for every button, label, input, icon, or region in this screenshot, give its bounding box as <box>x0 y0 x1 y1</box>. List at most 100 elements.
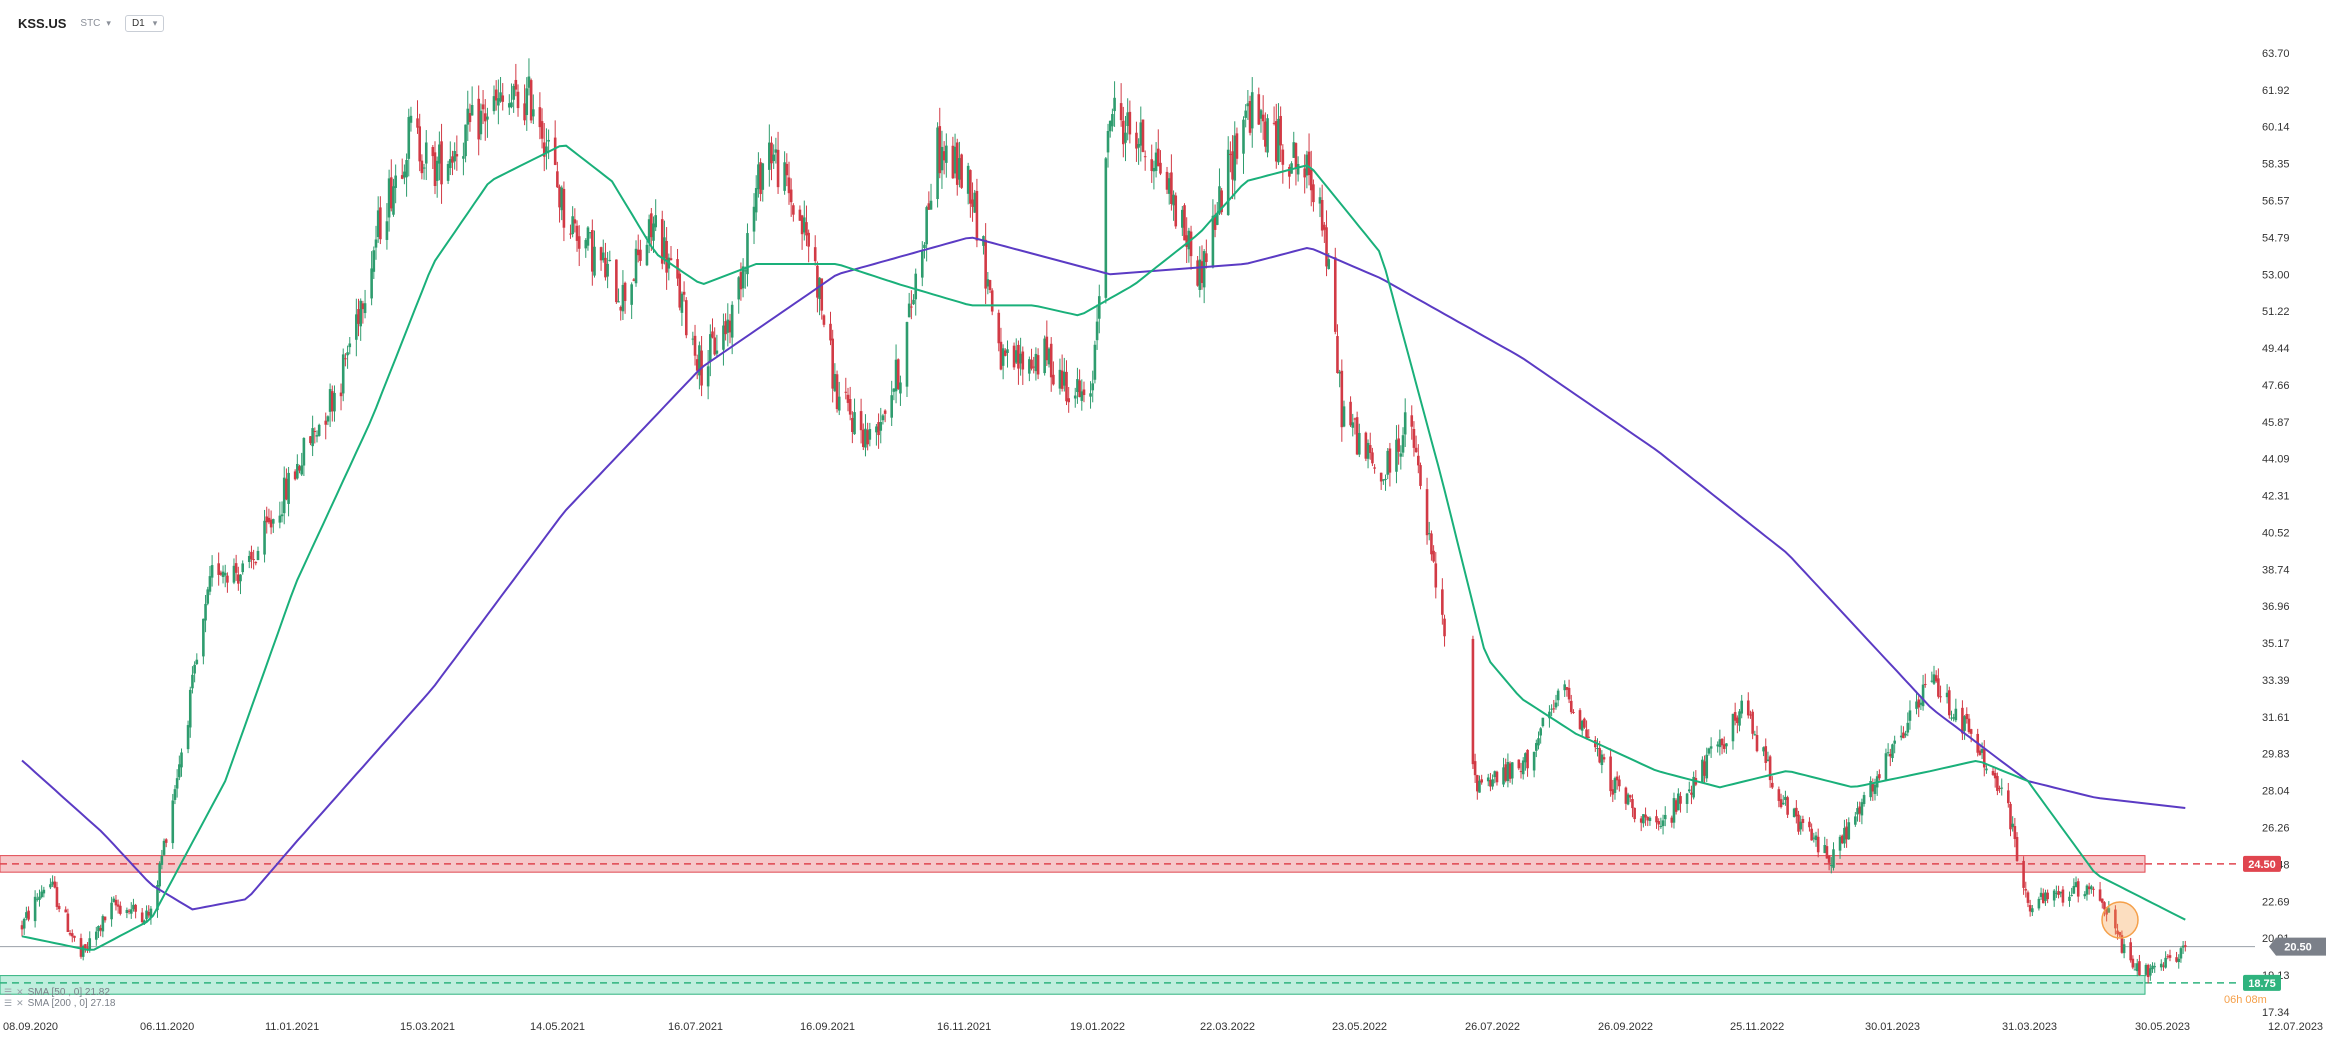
candle-body <box>1825 846 1829 859</box>
candle-body <box>1655 816 1658 823</box>
candle-body <box>1111 114 1114 127</box>
candle-body <box>1965 713 1969 720</box>
x-tick-label: 19.01.2022 <box>1070 1021 1125 1033</box>
candle-body <box>1598 748 1601 763</box>
candle-body <box>440 141 443 185</box>
candle-body <box>210 565 214 578</box>
candle-body <box>2122 944 2126 954</box>
candle-body <box>1537 738 1540 746</box>
chart-type-dropdown[interactable]: STC ▾ <box>80 18 111 29</box>
candle-body <box>986 279 990 287</box>
candle-body <box>905 322 909 387</box>
candle-body <box>1919 702 1923 705</box>
candle-body <box>1860 802 1864 816</box>
candle-body <box>1019 353 1022 364</box>
candle-body <box>1779 799 1783 808</box>
candle-body <box>846 394 850 403</box>
candle-body <box>1722 744 1726 749</box>
candle-body <box>1884 753 1888 780</box>
timeframe-dropdown[interactable]: D1 ▾ <box>124 15 165 32</box>
candle-body <box>346 352 349 356</box>
settings-icon[interactable]: ☰ <box>4 998 13 1008</box>
candle-body <box>1047 348 1051 365</box>
candle-body <box>1139 122 1143 146</box>
candle-body <box>1277 118 1280 163</box>
candle-body <box>1923 683 1927 685</box>
y-tick-label: 28.04 <box>2262 786 2290 798</box>
x-tick-label: 15.03.2021 <box>400 1021 455 1033</box>
candle-body <box>899 382 902 394</box>
legend-sma200[interactable]: ☰ ✕ SMA [200 , 0] 27.18 <box>4 998 115 1009</box>
candle-body <box>499 92 502 102</box>
candle-body <box>789 189 793 203</box>
candle-body <box>1764 746 1768 763</box>
candle-body <box>492 96 496 112</box>
candle-body <box>250 551 253 560</box>
candle-body <box>1126 112 1129 127</box>
candle-body <box>405 159 408 178</box>
candle-body <box>1036 355 1040 375</box>
candle-body <box>663 237 666 259</box>
candle-body <box>70 933 74 937</box>
candle-body <box>761 163 765 190</box>
candle-body <box>33 896 37 922</box>
candle-body <box>1755 735 1759 752</box>
candle-body <box>2129 942 2132 961</box>
candle-body <box>175 778 179 789</box>
close-icon[interactable]: ✕ <box>16 987 24 997</box>
candle-body <box>709 334 712 362</box>
x-tick-label: 26.09.2022 <box>1598 1021 1653 1033</box>
y-tick-label: 29.83 <box>2262 749 2290 761</box>
candle-body <box>1089 393 1092 397</box>
candle-body <box>2092 888 2095 890</box>
candle-body <box>1014 350 1018 363</box>
y-tick-label: 45.87 <box>2262 417 2290 429</box>
candle-body <box>650 213 653 238</box>
candle-body <box>1202 251 1206 288</box>
symbol-label[interactable]: KSS.US <box>18 16 67 31</box>
candle-body <box>1869 780 1872 798</box>
candle-body <box>1213 214 1217 230</box>
close-icon[interactable]: ✕ <box>16 998 24 1008</box>
candle-body <box>859 411 863 431</box>
candle-body <box>1550 708 1553 710</box>
countdown-label: 06h 08m <box>2224 994 2267 1006</box>
candle-body <box>540 121 544 139</box>
candle-body <box>1961 707 1964 734</box>
candle-body <box>1294 143 1298 169</box>
settings-icon[interactable]: ☰ <box>4 987 13 997</box>
legend-sma50[interactable]: ☰ ✕ SMA [50 , 0] 21.82 <box>4 987 115 998</box>
price-tag: 20.50 <box>2284 942 2312 954</box>
chevron-down-icon: ▾ <box>152 18 158 28</box>
support-zone <box>0 975 2146 995</box>
candle-body <box>1904 733 1907 736</box>
candle-body <box>1067 398 1070 403</box>
candle-body <box>1124 132 1127 143</box>
candle-body <box>1709 746 1713 749</box>
candle-body <box>545 146 548 153</box>
candle-body <box>512 85 515 100</box>
candle-body <box>385 221 389 240</box>
support-tag-bg <box>2243 974 2281 991</box>
candle-body <box>1495 771 1499 783</box>
candle-body <box>160 856 164 865</box>
candle-body <box>1657 821 1660 825</box>
candle-body <box>853 412 856 435</box>
candle-body <box>1982 748 1986 768</box>
candle-body <box>326 416 330 422</box>
candle-body <box>743 270 747 272</box>
candle-body <box>38 896 41 900</box>
candle-body <box>2083 894 2087 897</box>
candle-body <box>1108 120 1112 132</box>
candle-body <box>1701 759 1704 783</box>
candle-body <box>837 396 841 411</box>
resistance-tag-bg <box>2243 855 2281 872</box>
candle-body <box>776 149 780 188</box>
candle-body <box>1318 197 1322 204</box>
candle-body <box>1259 110 1263 119</box>
candle-body <box>1336 336 1339 373</box>
candle-body <box>1502 767 1505 785</box>
indicator-legend: ☰ ✕ SMA [50 , 0] 21.82 ☰ ✕ SMA [200 , 0]… <box>4 987 115 1009</box>
candle-body <box>435 160 439 181</box>
